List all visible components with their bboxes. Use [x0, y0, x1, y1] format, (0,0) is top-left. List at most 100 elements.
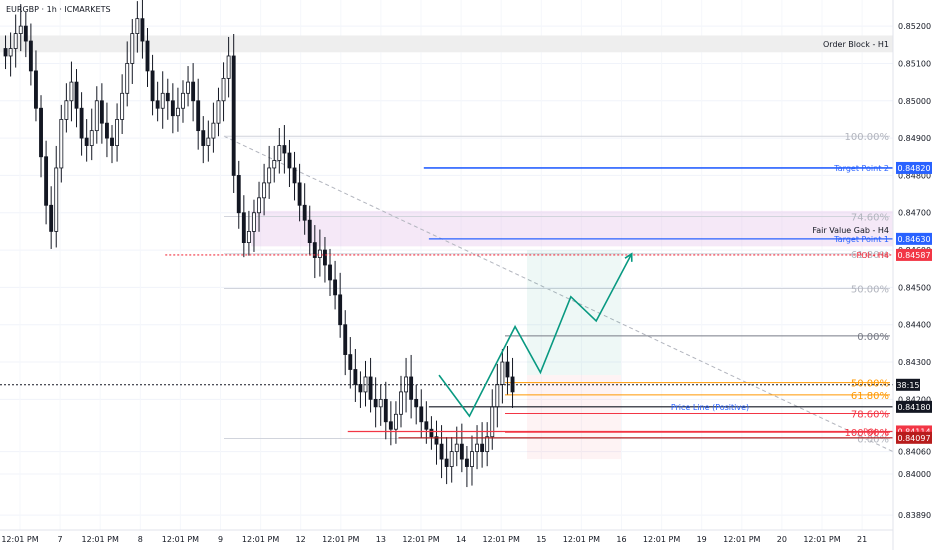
symbol-title: EURGBP · 1h · ICMARKETS [6, 5, 111, 14]
price-tag [896, 400, 932, 413]
fib-right-label: 61.80% [851, 391, 889, 402]
candle-up [262, 182, 267, 199]
candle-up [399, 391, 403, 415]
candle-down [44, 156, 49, 206]
candle-down [150, 70, 155, 102]
candle-up [59, 119, 64, 169]
candle-down [429, 428, 434, 438]
x-tick-label: 12 [296, 535, 306, 544]
candle-down [231, 55, 236, 176]
candle-down [23, 25, 28, 42]
candle-down [191, 81, 196, 102]
level-label: Price Line (Positive) [671, 403, 749, 412]
candle-down [74, 81, 79, 109]
y-tick-label: 0.84300 [898, 358, 931, 367]
y-tick-label: 0.84060 [898, 448, 931, 457]
fib-left-label: 50.00% [851, 285, 889, 296]
candle-down [236, 175, 241, 214]
candle-down [444, 458, 449, 467]
candle-down [409, 376, 414, 400]
candle-up [54, 167, 59, 232]
candle-up [94, 100, 99, 132]
x-tick-label: 12:01 PM [402, 535, 439, 544]
candle-up [135, 18, 140, 34]
candle-up [175, 107, 180, 117]
y-tick-label: 0.85200 [898, 22, 931, 31]
candle-down [459, 443, 464, 460]
candle-down [79, 107, 84, 139]
x-tick-label: 14 [456, 535, 466, 544]
candle-up [490, 406, 495, 438]
candle-down [34, 70, 38, 109]
price-tag-label: 0.84180 [897, 403, 930, 412]
candle-up [211, 122, 216, 139]
x-tick-label: 9 [218, 535, 223, 544]
candle-down [439, 443, 444, 460]
candle-up [186, 81, 190, 94]
candle-down [388, 421, 393, 430]
candle-up [470, 451, 474, 467]
candle-up [8, 48, 13, 57]
candle-up [89, 130, 94, 146]
level-label: POI - H4 [856, 251, 889, 260]
candle-down [145, 40, 150, 72]
candle-down [155, 100, 160, 109]
candle-down [99, 100, 104, 124]
time-axis[interactable]: 12:01 PM 7 12:01 PM 8 12:01 PM 9 12:01 PM 12 12:… [0, 529, 893, 544]
candle-up [393, 413, 398, 430]
candle-down [323, 249, 327, 266]
fib-trend-line [223, 135, 894, 453]
candle-down [358, 384, 363, 393]
fib-levels: 100.00%74.60%61.80%50.00%0.00%0.00%50.00… [223, 132, 894, 460]
y-tick-label: 0.84800 [898, 171, 931, 180]
candle-up [317, 249, 322, 258]
fib-left-label: 100.00% [845, 132, 890, 143]
candle-down [140, 18, 145, 42]
candle-down [373, 398, 378, 408]
candle-down [165, 92, 170, 102]
candle-down [419, 406, 424, 423]
candle-down [170, 100, 175, 117]
candle-down [307, 219, 312, 244]
level-label: POI - L [863, 427, 889, 436]
x-tick-label: 12:01 PM [483, 535, 520, 544]
candle-up [267, 167, 272, 184]
loss-zone [527, 375, 621, 460]
profit-zone [527, 250, 621, 376]
candle-up [378, 398, 383, 408]
price-tag [896, 161, 932, 174]
candle-down [333, 279, 338, 296]
candle-down [196, 100, 201, 132]
x-tick-label: 8 [138, 535, 143, 544]
x-tick-label: 12:01 PM [723, 535, 760, 544]
candle-up [500, 361, 505, 385]
candle-up [206, 137, 211, 146]
fib-right-label: 100.00% [845, 428, 890, 439]
candle-down [241, 212, 246, 244]
level-label: Target Point 2 [833, 164, 889, 173]
price-axis[interactable]: 0.85200 0.85100 0.85000 0.84900 0.84800 0.847… [892, 0, 932, 550]
price-tag [896, 248, 932, 261]
fib-right-label: 78.60% [851, 410, 889, 421]
candle-up [272, 160, 277, 169]
candle-down [328, 264, 332, 281]
candle-up [449, 451, 454, 467]
horizontal-levels[interactable]: Target Point 2 Target Point 1 POI - H4 Pric… [0, 164, 893, 439]
candle-down [302, 204, 307, 221]
candle-down [343, 324, 348, 355]
price-tag [896, 232, 932, 245]
candle-down [39, 107, 43, 158]
candle-up [120, 92, 125, 120]
level-label: Target Point 1 [833, 235, 889, 244]
projection [438, 252, 633, 418]
candle-up [495, 384, 500, 408]
price-tag-label: 0.84587 [897, 251, 930, 260]
candle-up [64, 100, 69, 120]
y-tick-label: 0.85100 [898, 59, 931, 68]
x-tick-label: 12:01 PM [322, 535, 359, 544]
candle-down [84, 137, 89, 146]
x-tick-label: 12:01 PM [82, 535, 119, 544]
projection-path [438, 253, 633, 418]
